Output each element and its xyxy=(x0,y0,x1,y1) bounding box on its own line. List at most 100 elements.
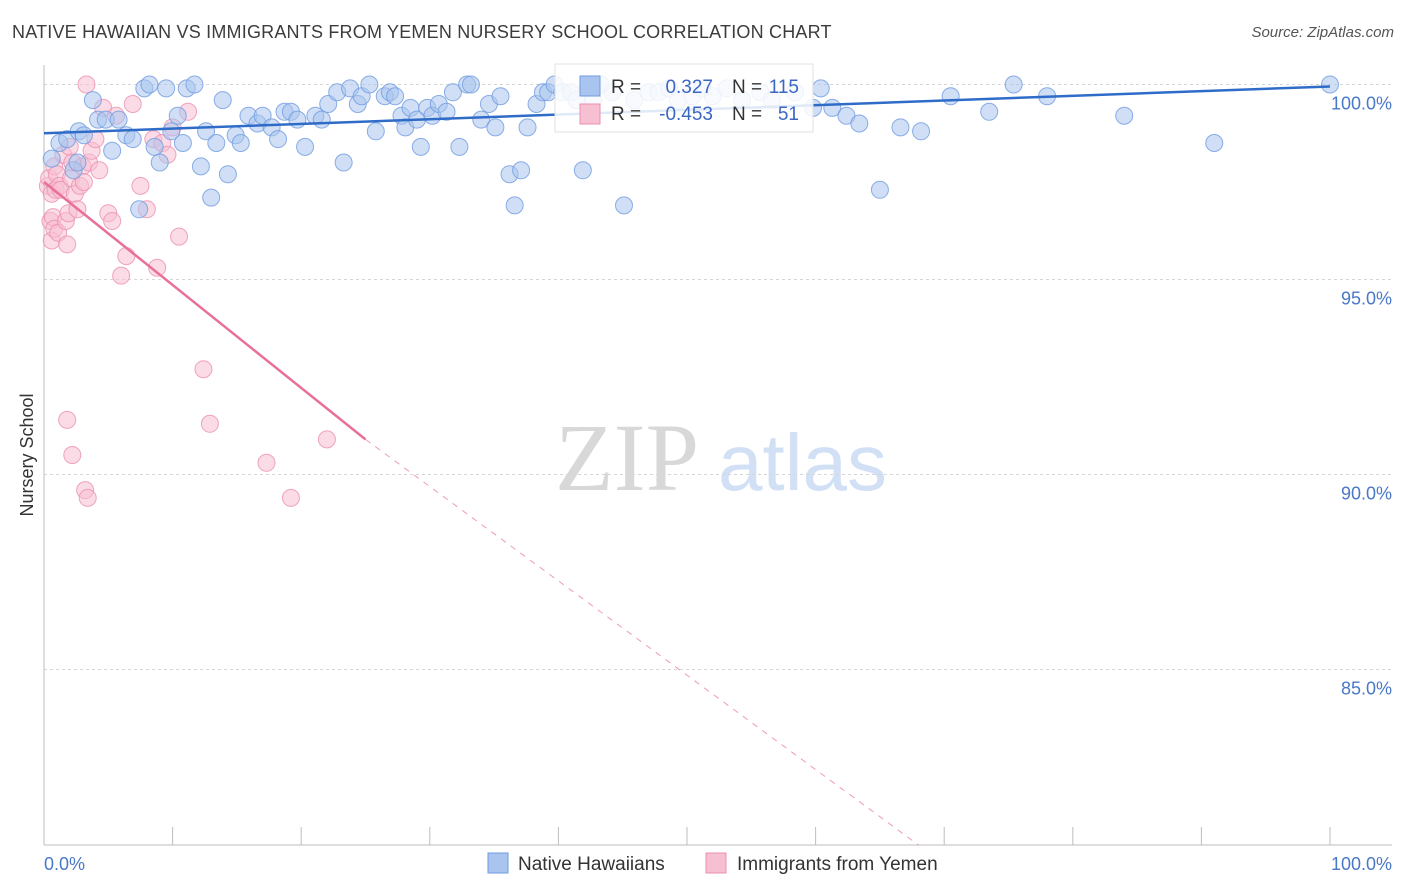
data-point xyxy=(58,410,77,429)
bottom-legend-swatch-pink xyxy=(705,852,727,874)
data-point xyxy=(74,173,93,191)
data-point xyxy=(505,196,524,215)
data-point xyxy=(194,360,213,379)
legend-swatch-blue xyxy=(579,75,601,97)
data-point xyxy=(231,134,250,152)
data-point xyxy=(437,102,456,121)
data-point xyxy=(850,114,869,133)
data-point xyxy=(486,118,505,137)
data-point xyxy=(281,488,300,507)
data-point xyxy=(296,137,315,156)
data-point xyxy=(472,110,491,129)
data-point xyxy=(150,153,169,172)
data-point xyxy=(450,137,469,156)
legend-n-value-pink: 51 xyxy=(778,104,799,125)
y-tick-label: 85.0% xyxy=(1341,679,1392,699)
source-credit: Source: ZipAtlas.com xyxy=(1251,24,1394,41)
data-point xyxy=(109,110,128,129)
data-point xyxy=(491,87,510,106)
watermark: ZIP atlas xyxy=(555,404,887,511)
data-point xyxy=(461,75,480,94)
data-point xyxy=(573,161,592,180)
data-point xyxy=(83,91,102,110)
data-point xyxy=(103,141,122,160)
legend-swatch-pink xyxy=(579,103,601,125)
data-point xyxy=(173,134,192,152)
data-point xyxy=(90,161,109,180)
axes xyxy=(43,65,1392,846)
data-point xyxy=(941,87,960,106)
data-point xyxy=(811,79,830,98)
data-point xyxy=(78,488,97,507)
y-tick-label: 95.0% xyxy=(1341,289,1392,309)
data-point xyxy=(870,180,889,199)
data-point xyxy=(130,200,149,219)
data-point xyxy=(980,102,999,121)
data-point xyxy=(360,75,379,94)
data-point xyxy=(891,118,910,137)
data-point xyxy=(269,130,288,149)
data-point xyxy=(185,75,204,94)
data-point xyxy=(1205,134,1224,152)
data-point xyxy=(200,414,219,433)
legend-n-label-blue: N = xyxy=(732,77,762,98)
y-axis-label: Nursery School xyxy=(17,393,37,516)
data-point xyxy=(1321,75,1339,94)
data-point xyxy=(117,247,136,266)
data-point xyxy=(112,266,131,285)
data-point xyxy=(42,149,61,168)
gridlines xyxy=(44,84,1392,670)
data-point xyxy=(63,446,82,464)
data-point xyxy=(202,188,221,207)
legend-r-value-blue: 0.327 xyxy=(665,77,713,98)
data-point xyxy=(411,137,430,156)
data-point xyxy=(77,75,96,94)
data-point xyxy=(68,153,87,172)
data-point xyxy=(58,235,77,254)
data-point xyxy=(334,153,353,172)
data-point xyxy=(288,110,307,129)
data-point xyxy=(312,110,331,129)
legend-r-label-blue: R = xyxy=(611,77,641,98)
bottom-legend-label-blue: Native Hawaiians xyxy=(518,854,665,875)
data-point xyxy=(145,137,164,156)
x-tick-label: 100.0% xyxy=(1331,854,1392,874)
data-point xyxy=(148,258,167,277)
data-point xyxy=(131,176,150,195)
x-tick-label: 0.0% xyxy=(44,854,85,874)
data-point xyxy=(207,134,226,152)
data-point xyxy=(170,227,189,246)
data-point xyxy=(257,453,276,472)
data-point xyxy=(1004,75,1023,94)
data-point xyxy=(103,212,122,230)
data-point xyxy=(140,75,159,94)
y-tick-label: 90.0% xyxy=(1341,484,1392,504)
data-point xyxy=(366,122,385,141)
bottom-legend-label-pink: Immigrants from Yemen xyxy=(737,854,938,875)
tick-labels: 100.0% 95.0% 90.0% 85.0% 0.0% 100.0% xyxy=(44,94,1392,875)
legend-n-value-blue: 115 xyxy=(769,77,799,98)
bottom-legend-swatch-blue xyxy=(487,852,509,874)
legend-r-label-pink: R = xyxy=(611,104,641,125)
y-tick-label: 100.0% xyxy=(1331,94,1392,114)
trend-line-pink xyxy=(43,181,367,441)
data-point xyxy=(213,91,232,110)
legend-r-value-pink: -0.453 xyxy=(659,104,713,125)
series-legend: Native Hawaiians Immigrants from Yemen xyxy=(487,852,938,875)
data-point xyxy=(218,165,237,184)
data-point xyxy=(157,79,176,98)
data-point xyxy=(512,161,531,180)
data-point xyxy=(168,106,187,125)
watermark-atlas: atlas xyxy=(718,418,887,507)
data-point xyxy=(123,130,142,149)
data-point xyxy=(386,87,405,106)
data-point xyxy=(912,122,931,141)
data-point xyxy=(74,126,93,145)
data-point xyxy=(191,157,210,176)
watermark-zip: ZIP xyxy=(555,404,699,511)
data-point xyxy=(162,122,181,141)
data-point xyxy=(317,430,336,449)
correlation-legend: R = 0.327 N = 115 R = -0.453 N = 51 xyxy=(554,63,814,133)
data-point xyxy=(1115,106,1134,125)
